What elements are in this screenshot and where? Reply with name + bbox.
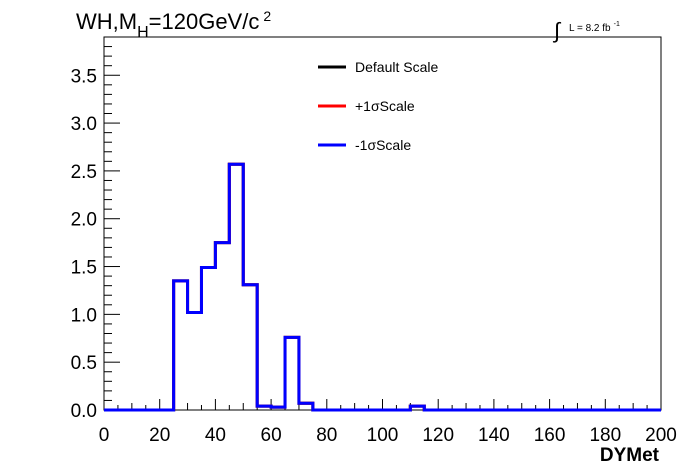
x-tick-label: 40 [205, 425, 226, 446]
x-tick-label: 100 [367, 425, 399, 446]
x-tick-label: 200 [645, 425, 677, 446]
luminosity-superscript: -1 [614, 21, 620, 28]
title-subscript: H [137, 24, 149, 41]
y-tick-label: 3.5 [71, 66, 97, 87]
legend-label-minus1sigma: -1σScale [355, 137, 411, 153]
title-rest: =120GeV/c [149, 9, 260, 34]
y-tick-label: 3.0 [71, 114, 97, 135]
histogram-series-2 [104, 162, 661, 412]
plot-frame [103, 36, 662, 411]
legend-label-plus1sigma: +1σScale [355, 98, 415, 114]
y-tick-label: 1.0 [71, 305, 97, 326]
legend: Default Scale +1σScale -1σScale [318, 59, 438, 153]
x-tick-label: 20 [149, 425, 170, 446]
luminosity-integral: ∫ [552, 18, 562, 43]
x-tick-label: 180 [589, 425, 621, 446]
x-tick-label: 140 [478, 425, 510, 446]
x-axis-label: DYMet [600, 445, 660, 466]
title-main: WH,M [76, 9, 137, 34]
x-tick-label: 80 [316, 425, 337, 446]
x-tick-label: 0 [99, 425, 110, 446]
y-tick-label: 2.0 [71, 210, 97, 231]
y-tick-label: 1.5 [71, 258, 97, 279]
legend-label-default: Default Scale [355, 59, 438, 75]
luminosity-label: L = 8.2 fb -1 [569, 21, 620, 34]
x-tick-label: 120 [422, 425, 454, 446]
chart-title: WH,MH=120GeV/c 2 [76, 8, 271, 41]
series-group [104, 162, 661, 412]
title-superscript: 2 [263, 8, 271, 24]
y-tick-label: 2.5 [71, 162, 97, 183]
luminosity-text: L = 8.2 fb [569, 23, 611, 34]
y-tick-label: 0.5 [71, 353, 97, 374]
y-tick-label: 0.0 [71, 401, 97, 422]
x-tick-label: 160 [534, 425, 566, 446]
x-tick-label: 60 [261, 425, 282, 446]
axes: 0 20 40 60 80 100 120 140 160 180 200 0.0 0.5 1.0 1.5 2… [71, 36, 677, 446]
